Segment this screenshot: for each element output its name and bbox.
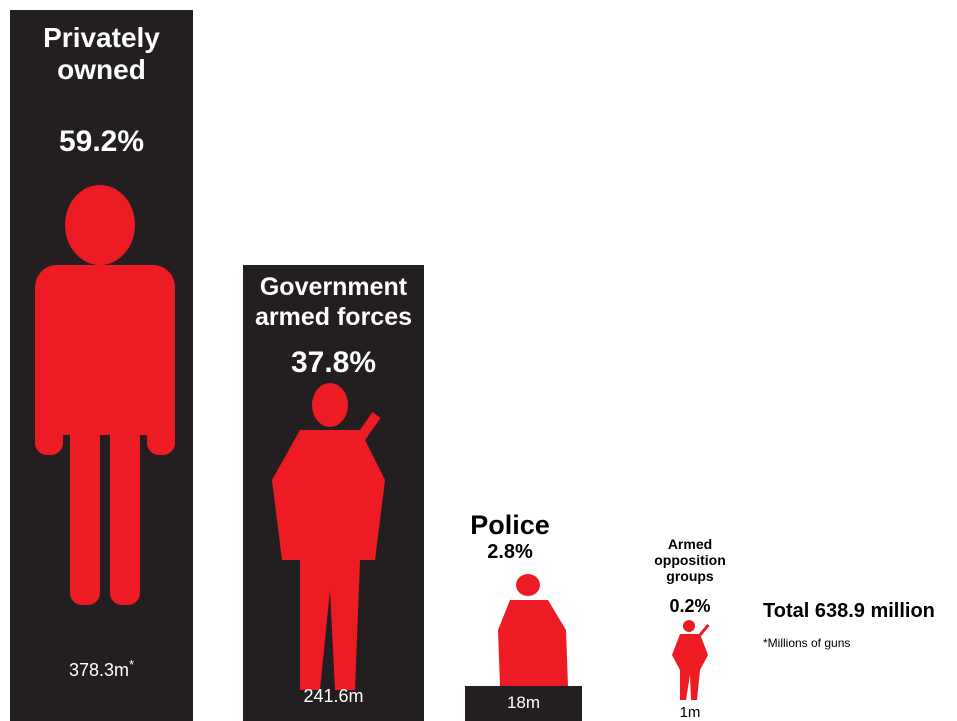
label: Police [470,510,550,540]
panel-police [465,686,582,721]
share: 59.2% [58,125,145,158]
share: 37.8% [290,346,377,379]
figure-opposition [672,620,710,700]
figure-private [35,185,175,605]
amount: 1m [679,704,701,721]
amount: 18m [506,693,541,712]
footnote: *Millions of guns [763,636,851,650]
amount-line: 378.3m* [10,657,193,681]
total: Total 638.9 million [763,600,935,622]
figure-police [498,574,568,686]
amount: 241.6m [303,686,364,706]
share: 2.8% [487,541,533,563]
label: Government armed forces [254,273,413,331]
label: Armed opposition groups [654,536,726,584]
figure-soldier [272,383,385,690]
share: 0.2% [669,596,711,616]
amount: 378.3m [68,660,129,680]
note-marker: * [128,657,135,672]
label: Privately owned [43,22,160,85]
